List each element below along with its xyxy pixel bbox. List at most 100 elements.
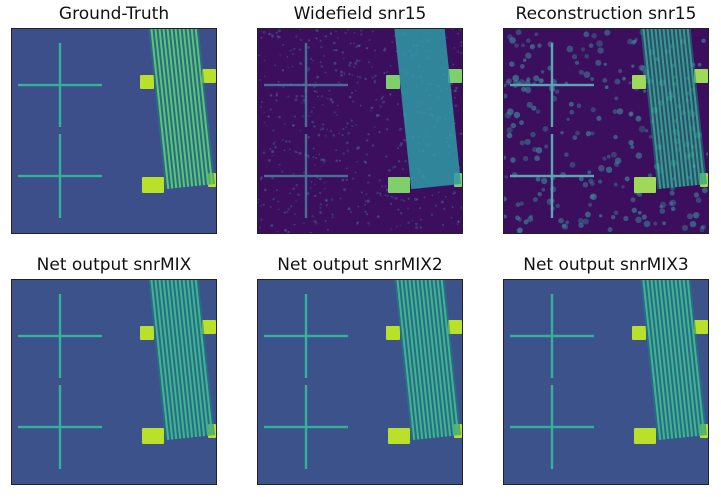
noise-speck [569, 109, 575, 115]
pad-square [632, 75, 646, 89]
noise-speck [353, 31, 356, 34]
noise-speck [514, 43, 519, 48]
noise-speck [355, 124, 358, 126]
noise-speck [325, 199, 328, 203]
noise-speck [621, 185, 625, 189]
noise-speck [277, 35, 280, 39]
noise-speck [376, 215, 380, 218]
noise-speck [351, 74, 354, 76]
noise-speck [308, 114, 311, 118]
noise-speck [507, 34, 513, 40]
noise-speck [385, 155, 388, 158]
noise-speck [613, 182, 618, 187]
noise-speck [365, 213, 369, 216]
noise-speck [381, 185, 384, 188]
noise-speck [598, 165, 605, 172]
noise-speck [287, 207, 290, 211]
noise-speck [525, 52, 532, 59]
noise-speck [391, 166, 394, 169]
noise-speck [506, 127, 513, 134]
noise-speck [519, 64, 525, 69]
noise-speck [348, 64, 351, 67]
pad-square [202, 69, 216, 83]
noise-speck [271, 155, 273, 157]
noise-speck [336, 36, 339, 39]
band-stripe [431, 280, 452, 437]
noise-speck [294, 150, 298, 154]
noise-speck [635, 115, 642, 122]
noise-speck [268, 32, 271, 36]
noise-speck [526, 101, 533, 108]
microscopy-image [12, 29, 216, 233]
noise-speck [292, 172, 295, 175]
noise-speck [459, 132, 462, 135]
noise-speck [318, 153, 321, 156]
noise-speck [637, 191, 643, 197]
noise-speck [440, 200, 444, 204]
noise-speck [622, 76, 626, 81]
noise-speck [303, 171, 305, 174]
noise-speck [555, 203, 560, 209]
noise-speck [309, 57, 312, 60]
noise-speck [348, 95, 352, 99]
noise-speck [346, 122, 349, 125]
band-stripe [669, 29, 690, 187]
noise-speck [306, 192, 310, 195]
band-stripe [439, 280, 460, 436]
band-stripe [415, 280, 436, 438]
noise-speck [538, 78, 544, 84]
noise-speck [638, 125, 646, 133]
noise-speck [289, 192, 291, 195]
noise-speck [383, 48, 386, 52]
noise-speck [287, 66, 290, 69]
noise-speck [345, 126, 348, 128]
cross-feature [510, 43, 594, 127]
noise-speck [287, 230, 290, 233]
noise-speck [364, 161, 368, 164]
band-stripe [189, 280, 210, 436]
noise-speck [277, 80, 280, 83]
noise-speck [697, 62, 702, 67]
noise-speck [382, 100, 385, 104]
noise-speck [278, 208, 280, 211]
noise-speck [386, 118, 389, 121]
noise-speck [259, 204, 262, 207]
pad-square [632, 326, 646, 340]
noise-speck [393, 165, 397, 169]
noise-speck [262, 203, 265, 206]
noise-speck [441, 223, 444, 226]
noise-speck [307, 46, 310, 49]
noise-speck [460, 44, 462, 47]
noise-speck [368, 39, 371, 42]
noise-speck [309, 231, 312, 233]
noise-speck [378, 179, 382, 182]
noise-speck [260, 176, 264, 179]
noise-speck [317, 133, 321, 137]
noise-speck [529, 44, 535, 50]
noise-speck [284, 228, 287, 232]
noise-speck [523, 219, 529, 225]
noise-speck [689, 220, 697, 228]
band-stripe [681, 29, 702, 185]
noise-speck [310, 180, 313, 183]
noise-speck [454, 89, 457, 92]
noise-speck [516, 228, 523, 233]
band-stripe [427, 280, 448, 437]
noise-speck [322, 158, 325, 161]
noise-speck [375, 98, 378, 101]
noise-speck [269, 205, 272, 209]
noise-speck [588, 178, 594, 184]
noise-speck [591, 33, 597, 39]
band-stripe [685, 29, 706, 185]
noise-speck [519, 120, 524, 126]
cross-horizontal [264, 425, 348, 429]
striped-band [393, 29, 462, 190]
noise-speck [598, 214, 603, 218]
noise-speck [415, 198, 419, 201]
noise-speck [460, 51, 462, 54]
noise-speck [345, 141, 349, 145]
cross-horizontal [264, 334, 348, 338]
noise-speck [668, 201, 674, 206]
noise-speck [274, 145, 277, 149]
noise-speck [581, 47, 586, 52]
